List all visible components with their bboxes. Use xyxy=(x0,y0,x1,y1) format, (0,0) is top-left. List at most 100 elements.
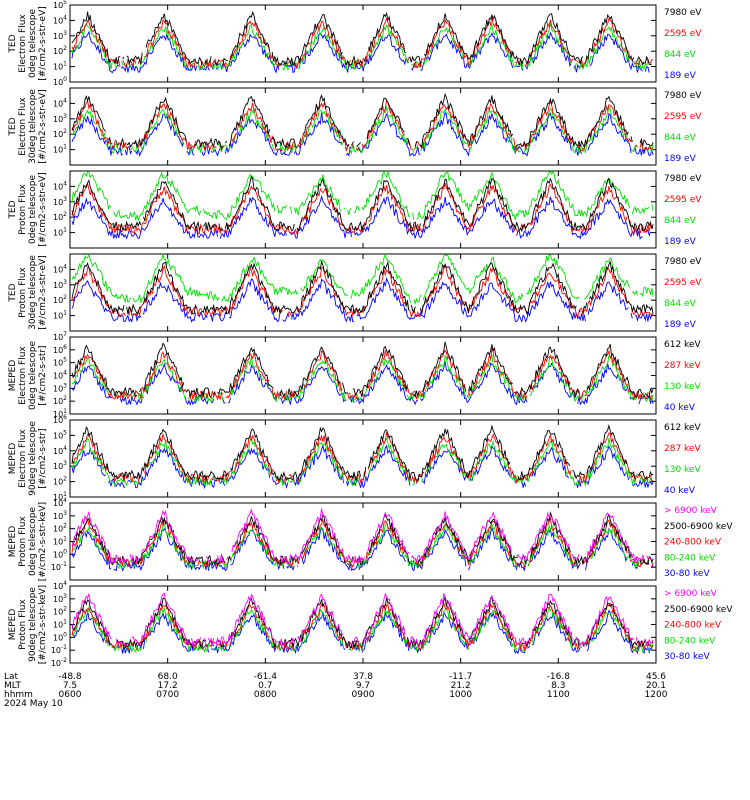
panel-6: MEPED Electron Flux 90deg telescope [#/cm2-… xyxy=(8,414,701,502)
panel-4: TED Proton Flux 30deg telescope [#/cm2-s-st… xyxy=(8,253,702,332)
series-line xyxy=(71,259,654,315)
y-tick-label: 101 xyxy=(53,310,67,321)
legend-entry: 2595 eV xyxy=(664,278,702,288)
y-tick-label: 105 xyxy=(53,357,67,368)
y-tick-label: 103 xyxy=(53,30,67,41)
y-tick-label: 102 xyxy=(53,606,67,617)
y-tick-label: 104 xyxy=(53,370,67,381)
legend-entry: 189 eV xyxy=(664,237,697,247)
y-tick-label: 102 xyxy=(53,211,67,222)
legend-entry: 2595 eV xyxy=(664,29,702,39)
panel-8: MEPED Proton Flux 90deg telescope [#/cm2-s-… xyxy=(8,580,733,668)
footer-lat-value: 68.0 xyxy=(158,672,178,682)
series-line xyxy=(71,16,654,69)
legend-entry: 2595 eV xyxy=(664,195,702,205)
y-axis-label: TED xyxy=(8,200,18,219)
y-tick-label: 102 xyxy=(53,523,67,534)
footer-mlt-value: 7.5 xyxy=(63,681,77,691)
legend-entry: 189 eV xyxy=(664,320,697,330)
y-tick-label: 103 xyxy=(53,460,67,471)
y-axis-label: 90deg telescope xyxy=(28,587,38,662)
legend-entry: 2500-6900 keV xyxy=(664,522,733,532)
footer-date-label: 2024 May 10 xyxy=(4,699,63,709)
footer-mlt-value: 21.2 xyxy=(451,681,471,691)
panel-frame xyxy=(69,502,657,581)
footer-lat-value: -11.7 xyxy=(449,672,472,682)
footer-lat-label: Lat xyxy=(4,672,19,682)
y-axis-label: MEPED xyxy=(8,360,18,392)
y-axis-label: 30deg telescope xyxy=(28,89,38,164)
y-axis-label: TED xyxy=(8,283,18,302)
y-axis-label: MEPED xyxy=(8,443,18,475)
legend-entry: 844 eV xyxy=(664,50,697,60)
legend-entry: 40 keV xyxy=(664,486,696,496)
footer-lat-value: 45.6 xyxy=(646,672,666,682)
footer-mlt-label: MLT xyxy=(4,681,22,691)
y-tick-label: 104 xyxy=(53,497,67,508)
legend-entry: 189 eV xyxy=(664,154,697,164)
y-tick-label: 105 xyxy=(53,0,67,10)
y-axis-label: Electron Flux xyxy=(18,97,28,156)
y-tick-label: 106 xyxy=(53,344,67,355)
footer-lat-value: -16.8 xyxy=(547,672,571,682)
footer-mlt-value: 20.1 xyxy=(646,681,666,691)
y-axis-label: 0deg telescope xyxy=(28,341,38,411)
legend-entry: 30-80 keV xyxy=(664,569,710,579)
y-tick-label: 101 xyxy=(53,61,67,72)
series-line xyxy=(71,592,654,648)
y-tick-label: 102 xyxy=(53,45,67,56)
y-axis-label: 0deg telescope xyxy=(28,507,38,577)
series-line xyxy=(71,175,654,233)
y-axis-label: Proton Flux xyxy=(18,516,28,567)
y-tick-label: 102 xyxy=(53,395,67,406)
y-axis-label: [#/cm2-s-str-keV] xyxy=(38,502,48,581)
panel-frame xyxy=(69,87,657,166)
series-line xyxy=(71,347,653,401)
legend-entry: 2595 eV xyxy=(664,112,702,122)
y-tick-label: 101 xyxy=(53,408,67,419)
y-axis-label: Proton Flux xyxy=(18,267,28,318)
footer-mlt-value: 17.2 xyxy=(158,681,178,691)
y-tick-label: 103 xyxy=(53,113,67,124)
y-tick-label: 107 xyxy=(53,331,67,342)
y-tick-label: 103 xyxy=(53,382,67,393)
y-tick-label: 102 xyxy=(53,476,67,487)
panel-2: TED Electron Flux 30deg telescope [#/cm2-s-… xyxy=(8,87,702,166)
y-tick-label: 104 xyxy=(53,14,67,25)
series-line xyxy=(71,253,654,306)
legend-entry: 844 eV xyxy=(664,299,697,309)
y-tick-label: 10-1 xyxy=(51,561,67,572)
footer-hhmm-value: 0700 xyxy=(156,690,179,700)
series-line xyxy=(71,424,654,482)
legend-entry: > 6900 keV xyxy=(664,589,718,599)
series-line xyxy=(71,511,654,567)
legend-entry: 30-80 keV xyxy=(664,652,710,662)
legend-entry: 189 eV xyxy=(664,71,697,81)
legend-entry: 612 keV xyxy=(664,423,701,433)
legend-entry: 612 keV xyxy=(664,340,701,350)
y-axis-label: Electron Flux xyxy=(18,14,28,73)
y-axis-label: MEPED xyxy=(8,526,18,558)
y-tick-label: 104 xyxy=(53,180,67,191)
y-tick-label: 10-1 xyxy=(51,644,67,655)
y-axis-label: 0deg telescope xyxy=(28,175,38,245)
y-tick-label: 10-2 xyxy=(51,657,67,668)
series-line xyxy=(71,341,654,399)
y-tick-label: 102 xyxy=(53,294,67,305)
footer-hhmm-value: 1100 xyxy=(547,690,570,700)
footer-mlt-value: 0.7 xyxy=(258,681,272,691)
y-tick-label: 100 xyxy=(53,631,67,642)
legend-entry: 240-800 keV xyxy=(664,621,722,631)
y-tick-label: 104 xyxy=(53,580,67,591)
series-line xyxy=(71,92,654,150)
panel-5: MEPED Electron Flux 0deg telescope [#/cm2-s… xyxy=(8,331,701,419)
y-axis-label: [#/cm2-s-str] xyxy=(38,428,48,488)
legend-entry: > 6900 keV xyxy=(664,506,718,516)
panel-7: MEPED Proton Flux 0deg telescope [#/cm2-s-s… xyxy=(8,497,733,581)
y-tick-label: 102 xyxy=(53,128,67,139)
legend-entry: 7980 eV xyxy=(664,174,702,184)
legend-entry: 287 keV xyxy=(664,361,701,371)
y-axis-label: TED xyxy=(8,117,18,136)
y-tick-label: 103 xyxy=(53,510,67,521)
y-tick-label: 100 xyxy=(53,76,67,87)
